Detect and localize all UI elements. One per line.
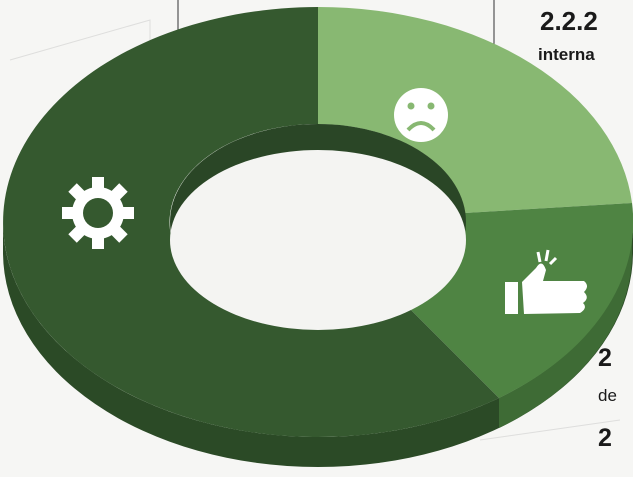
thumbs-up-icon	[505, 249, 587, 314]
gear-icon	[62, 177, 134, 249]
hole	[170, 150, 466, 330]
section-number: 2	[598, 344, 612, 372]
segment-light	[318, 6, 632, 214]
sad-icon	[394, 88, 448, 142]
donut-side	[499, 225, 632, 428]
section-subtitle: interna	[538, 45, 595, 64]
segment-dark	[3, 7, 500, 437]
section-number: 2.2.2	[540, 6, 598, 36]
section-number: 2	[598, 424, 612, 452]
section-text: de	[598, 386, 617, 405]
